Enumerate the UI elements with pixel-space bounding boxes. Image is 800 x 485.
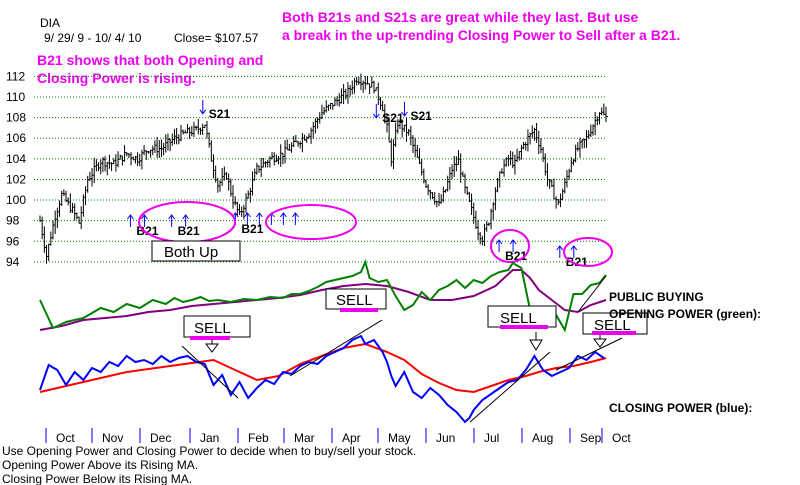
- trend-line: [181, 345, 239, 399]
- top-annotation-line2: a break in the up-trending Closing Power…: [282, 27, 680, 43]
- trend-line: [469, 351, 551, 423]
- b21-label: B21: [566, 255, 588, 269]
- month-label: Apr: [342, 431, 361, 445]
- close-price-label: Close= $107.57: [174, 31, 259, 45]
- y-tick-label: 102: [6, 172, 26, 186]
- y-tick-label: 112: [6, 69, 25, 83]
- closing-power-label: CLOSING POWER (blue):: [609, 401, 752, 415]
- public-buying-label: PUBLIC BUYING: [609, 290, 704, 304]
- s21-arrow-head: [199, 109, 207, 115]
- b21-arrow-head: [291, 212, 299, 218]
- b21-arrow-head: [141, 214, 148, 220]
- sell-box-1: SELL: [183, 315, 251, 353]
- s21-arrow-head: [372, 113, 380, 119]
- b21-label: B21: [178, 224, 200, 238]
- b21-label: B21: [241, 222, 263, 236]
- month-label: Nov: [102, 431, 123, 445]
- trend-line: [555, 337, 623, 371]
- s21-label: S21: [382, 111, 404, 125]
- b21-arrow-head: [182, 214, 190, 220]
- month-label: Oct: [612, 431, 631, 445]
- trend-line: [289, 319, 383, 377]
- date-range-label: 9/ 29/ 9 - 10/ 4/ 10: [44, 31, 142, 45]
- sell-label-2: SELL: [336, 292, 373, 309]
- month-axis: Oct Nov Dec Jan Feb Mar Apr May Jun Jul Aug Sep Oct: [45, 428, 631, 445]
- both-up-box: [151, 240, 241, 262]
- b21-ellipse-2: [265, 204, 357, 240]
- b21-arrow-head: [279, 212, 287, 218]
- opening-power-ma-line: [39, 269, 607, 331]
- trend-line: [577, 275, 607, 313]
- ticker-label: DIA: [40, 16, 60, 30]
- footer-line3: Closing Power Below its Rising MA.: [2, 472, 192, 485]
- b21-ellipse-3: [490, 229, 530, 263]
- b21-arrow-head: [255, 212, 263, 218]
- y-tick-label: 98: [6, 214, 20, 228]
- footer-line1: Use Opening Power and Closing Power to d…: [2, 444, 416, 458]
- month-label: Oct: [56, 431, 75, 445]
- sell-label-3: SELL: [500, 310, 537, 327]
- closing-power-ma-line: [39, 342, 607, 394]
- b21-arrow-head: [556, 245, 564, 251]
- b21-annotation-line2: Closing Power is rising.: [37, 70, 196, 86]
- y-tick-label: 106: [6, 131, 26, 145]
- sell-box-2: SELL: [325, 288, 387, 312]
- b21-label: B21: [136, 224, 158, 238]
- both-up-label: Both Up: [164, 244, 218, 261]
- price-bars: [39, 73, 608, 264]
- sell-box-4: SELL: [582, 312, 648, 348]
- y-tick-label: 110: [6, 90, 25, 104]
- month-label: Feb: [248, 431, 269, 445]
- month-label: Mar: [294, 431, 315, 445]
- month-label: Dec: [150, 431, 171, 445]
- sell-label-4: SELL: [594, 317, 631, 334]
- sell-label-1: SELL: [194, 320, 231, 337]
- s21-label: S21: [410, 109, 432, 123]
- month-label: Sep: [580, 431, 602, 445]
- s21-label: S21: [209, 107, 231, 121]
- sell-box-3: SELL: [487, 305, 557, 351]
- b21-arrow-head: [495, 239, 503, 245]
- top-annotation-line1: Both B21s and S21s are great while they …: [282, 9, 639, 25]
- y-tick-label: 94: [6, 255, 20, 269]
- y-tick-label: 104: [6, 152, 26, 166]
- price-y-axis: 94 96 98 100 102 104 106 108 110 112: [6, 69, 606, 269]
- s21-arrow-head: [401, 111, 408, 117]
- b21-arrow-head: [168, 214, 176, 220]
- month-label: Jun: [436, 431, 455, 445]
- b21-ellipse-4: [563, 237, 613, 267]
- b21-arrow-head: [570, 245, 578, 251]
- month-label: Jan: [200, 431, 219, 445]
- b21-annotation-line1: B21 shows that both Opening and: [37, 52, 263, 68]
- footer-line2: Opening Power Above its Rising MA.: [2, 458, 198, 472]
- b21-arrow-head: [127, 214, 134, 220]
- y-tick-label: 100: [6, 193, 26, 207]
- y-tick-label: 96: [6, 234, 20, 248]
- month-label: Aug: [532, 431, 553, 445]
- month-label: May: [388, 431, 411, 445]
- month-label: Jul: [484, 431, 499, 445]
- y-tick-label: 108: [6, 111, 26, 125]
- opening-power-label: OPENING POWER (green):: [609, 307, 761, 321]
- b21-arrow-head: [243, 212, 251, 218]
- b21-arrow-head: [509, 239, 517, 245]
- closing-power-line: [39, 334, 605, 424]
